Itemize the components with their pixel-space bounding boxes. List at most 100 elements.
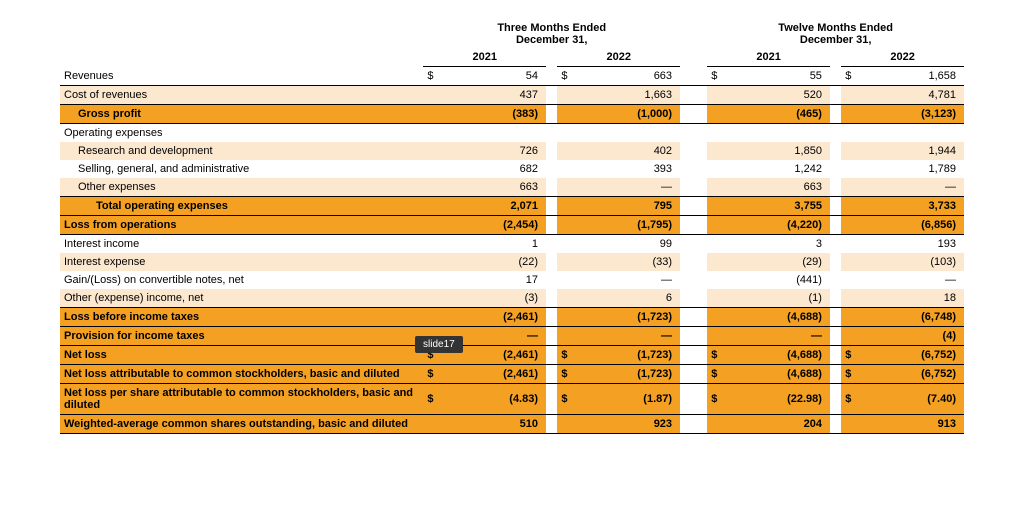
cell-value: 663 <box>578 67 680 86</box>
currency-symbol <box>841 160 861 178</box>
cell-value: (6,748) <box>862 308 964 327</box>
cell-value: 99 <box>578 235 680 254</box>
currency-symbol: $ <box>707 346 727 365</box>
row-operating-expenses: Operating expenses <box>60 124 964 143</box>
currency-symbol <box>841 142 861 160</box>
cell-value <box>862 124 964 143</box>
currency-symbol: $ <box>557 384 577 415</box>
cell-value: 3 <box>728 235 830 254</box>
cell-value: 3,755 <box>728 197 830 216</box>
row-other-expenses: Other expenses663—663— <box>60 178 964 197</box>
currency-symbol <box>423 160 443 178</box>
row-label: Total operating expenses <box>60 197 423 216</box>
currency-symbol <box>841 327 861 346</box>
cell-value: — <box>578 327 680 346</box>
cell-value: (103) <box>862 253 964 271</box>
currency-symbol <box>557 105 577 124</box>
currency-symbol: $ <box>423 365 443 384</box>
currency-symbol <box>707 105 727 124</box>
currency-symbol <box>841 178 861 197</box>
currency-symbol <box>707 124 727 143</box>
currency-symbol <box>557 197 577 216</box>
cell-value: 193 <box>862 235 964 254</box>
currency-symbol <box>423 197 443 216</box>
currency-symbol <box>423 289 443 308</box>
cell-value: 55 <box>728 67 830 86</box>
cell-value: 17 <box>444 271 546 289</box>
cell-value: (441) <box>728 271 830 289</box>
cell-value: 520 <box>728 86 830 105</box>
cell-value: (1,000) <box>578 105 680 124</box>
currency-symbol <box>557 327 577 346</box>
row-label: Weighted-average common shares outstandi… <box>60 415 423 434</box>
currency-symbol <box>707 197 727 216</box>
currency-symbol: $ <box>423 384 443 415</box>
currency-symbol <box>707 235 727 254</box>
currency-symbol <box>841 216 861 235</box>
currency-symbol <box>707 86 727 105</box>
cell-value: (4,688) <box>728 308 830 327</box>
currency-symbol <box>841 271 861 289</box>
cell-value: 204 <box>728 415 830 434</box>
cell-value: (3) <box>444 289 546 308</box>
cell-value: 437 <box>444 86 546 105</box>
row-label: Cost of revenues <box>60 86 423 105</box>
income-statement-table: Three Months EndedDecember 31, Twelve Mo… <box>60 20 964 434</box>
cell-value: (1) <box>728 289 830 308</box>
cell-value: (33) <box>578 253 680 271</box>
currency-symbol <box>557 124 577 143</box>
cell-value: (2,461) <box>444 365 546 384</box>
cell-value <box>578 124 680 143</box>
currency-symbol: $ <box>841 384 861 415</box>
cell-value: 393 <box>578 160 680 178</box>
currency-symbol <box>557 178 577 197</box>
cell-value: — <box>578 271 680 289</box>
header-year-2022-a: 2022 <box>557 48 680 67</box>
cell-value: (1.87) <box>578 384 680 415</box>
cell-value: 54 <box>444 67 546 86</box>
cell-value: 923 <box>578 415 680 434</box>
row-label: Net loss <box>60 346 423 365</box>
cell-value: (4) <box>862 327 964 346</box>
currency-symbol: $ <box>707 67 727 86</box>
row-revenues: Revenues$54$663$55$1,658 <box>60 67 964 86</box>
cell-value: (1,795) <box>578 216 680 235</box>
cell-value: 1,944 <box>862 142 964 160</box>
row-label: Net loss attributable to common stockhol… <box>60 365 423 384</box>
row-label: Selling, general, and administrative <box>60 160 423 178</box>
row-label: Interest income <box>60 235 423 254</box>
currency-symbol <box>423 105 443 124</box>
row-sga: Selling, general, and administrative6823… <box>60 160 964 178</box>
currency-symbol: $ <box>557 346 577 365</box>
row-label: Other (expense) income, net <box>60 289 423 308</box>
currency-symbol <box>557 289 577 308</box>
currency-symbol <box>841 253 861 271</box>
currency-symbol <box>423 308 443 327</box>
currency-symbol <box>841 86 861 105</box>
cell-value: (6,752) <box>862 365 964 384</box>
header-year-2021-b: 2021 <box>707 48 830 67</box>
cell-value: 1,789 <box>862 160 964 178</box>
currency-symbol <box>707 216 727 235</box>
header-twelve-months: Twelve Months EndedDecember 31, <box>707 20 964 48</box>
row-loss-before-tax: Loss before income taxes(2,461)(1,723)(4… <box>60 308 964 327</box>
cell-value: (2,461) <box>444 308 546 327</box>
currency-symbol: $ <box>707 365 727 384</box>
currency-symbol <box>841 415 861 434</box>
currency-symbol: $ <box>557 67 577 86</box>
row-net-loss-per-share: Net loss per share attributable to commo… <box>60 384 964 415</box>
header-year-2022-b: 2022 <box>841 48 964 67</box>
currency-symbol <box>557 86 577 105</box>
currency-symbol <box>707 253 727 271</box>
cell-value: (4,688) <box>728 346 830 365</box>
row-gross-profit: Gross profit(383)(1,000)(465)(3,123) <box>60 105 964 124</box>
row-gain-loss-notes: Gain/(Loss) on convertible notes, net17—… <box>60 271 964 289</box>
currency-symbol <box>841 124 861 143</box>
currency-symbol <box>423 415 443 434</box>
cell-value: 4,781 <box>862 86 964 105</box>
currency-symbol <box>707 271 727 289</box>
currency-symbol <box>557 308 577 327</box>
currency-symbol <box>557 271 577 289</box>
cell-value: 1,658 <box>862 67 964 86</box>
currency-symbol: $ <box>423 67 443 86</box>
